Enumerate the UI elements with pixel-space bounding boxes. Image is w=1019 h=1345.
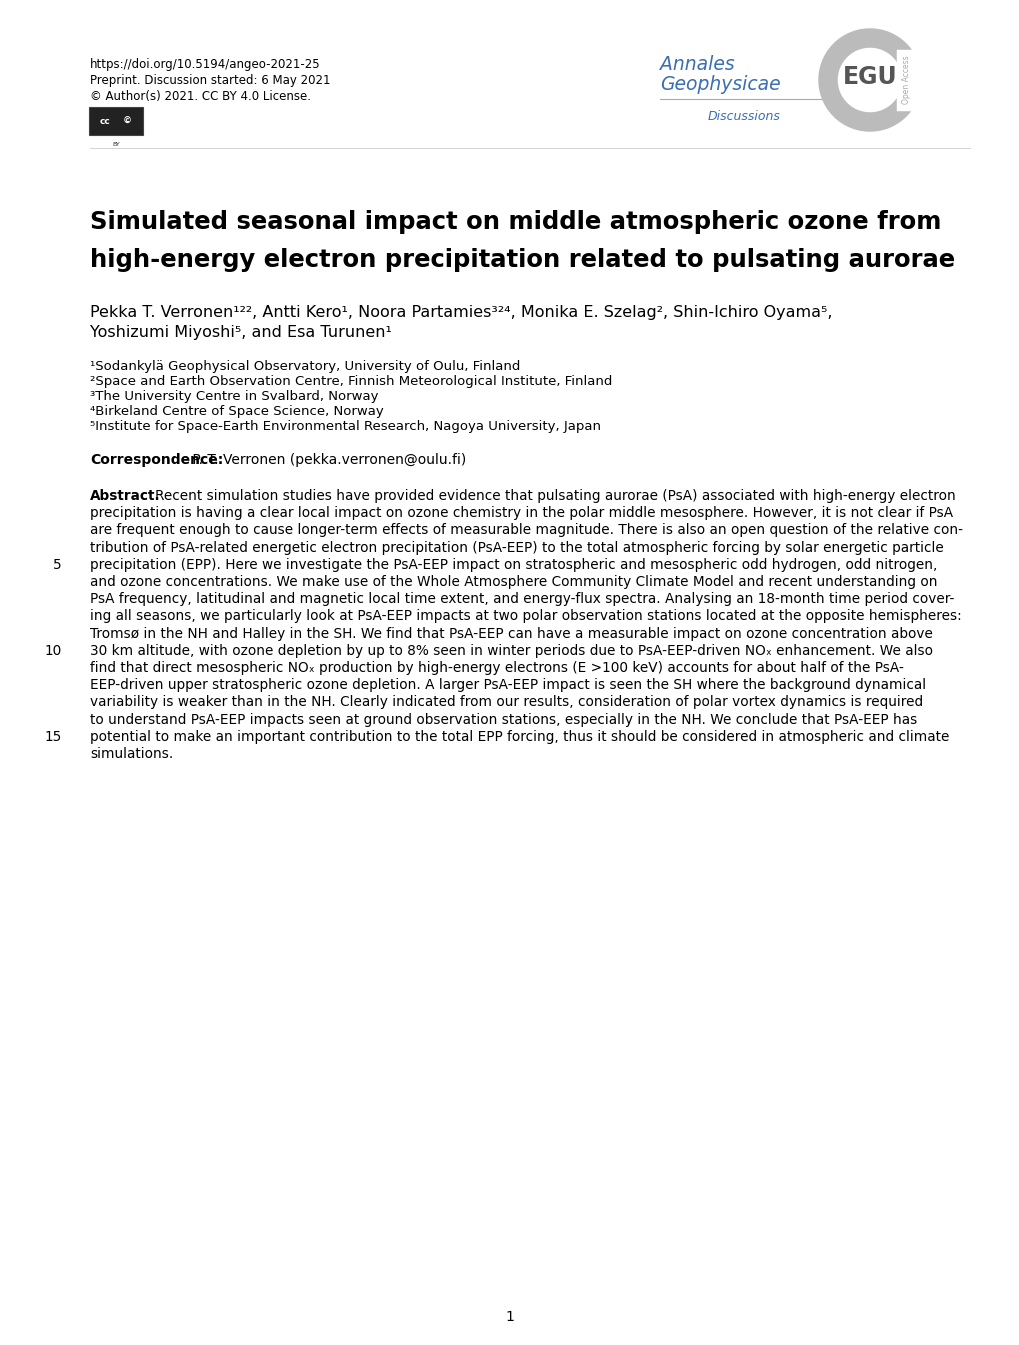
Text: cc: cc <box>99 117 110 125</box>
Text: Abstract.: Abstract. <box>90 490 160 503</box>
Text: ¹Sodankylä Geophysical Observatory, University of Oulu, Finland: ¹Sodankylä Geophysical Observatory, Univ… <box>90 360 520 373</box>
Text: 30 km altitude, with ozone depletion by up to 8% seen in winter periods due to P: 30 km altitude, with ozone depletion by … <box>90 644 932 658</box>
Text: Open Access: Open Access <box>902 55 911 105</box>
Text: Correspondence:: Correspondence: <box>90 453 223 467</box>
Text: Simulated seasonal impact on middle atmospheric ozone from: Simulated seasonal impact on middle atmo… <box>90 210 941 234</box>
Text: Yoshizumi Miyoshi⁵, and Esa Turunen¹: Yoshizumi Miyoshi⁵, and Esa Turunen¹ <box>90 325 391 340</box>
Text: PsA frequency, latitudinal and magnetic local time extent, and energy-flux spect: PsA frequency, latitudinal and magnetic … <box>90 592 954 607</box>
Text: 5: 5 <box>53 558 62 572</box>
Text: https://doi.org/10.5194/angeo-2021-25: https://doi.org/10.5194/angeo-2021-25 <box>90 58 320 71</box>
Text: precipitation (EPP). Here we investigate the PsA-EEP impact on stratospheric and: precipitation (EPP). Here we investigate… <box>90 558 936 572</box>
Text: ing all seasons, we particularly look at PsA-EEP impacts at two polar observatio: ing all seasons, we particularly look at… <box>90 609 961 623</box>
Text: P. T. Verronen (pekka.verronen@oulu.fi): P. T. Verronen (pekka.verronen@oulu.fi) <box>187 453 466 467</box>
Text: potential to make an important contribution to the total EPP forcing, thus it sh: potential to make an important contribut… <box>90 730 949 744</box>
Text: EGU: EGU <box>842 65 897 89</box>
Text: Annales: Annales <box>659 55 734 74</box>
Text: ²Space and Earth Observation Centre, Finnish Meteorological Institute, Finland: ²Space and Earth Observation Centre, Fin… <box>90 375 611 387</box>
Text: ©: © <box>123 117 131 125</box>
Text: 15: 15 <box>45 730 62 744</box>
Text: ³The University Centre in Svalbard, Norway: ³The University Centre in Svalbard, Norw… <box>90 390 378 403</box>
Text: Pekka T. Verronen¹²², Antti Kero¹, Noora Partamies³²⁴, Monika E. Szelag², Shin-I: Pekka T. Verronen¹²², Antti Kero¹, Noora… <box>90 305 832 320</box>
Text: precipitation is having a clear local impact on ozone chemistry in the polar mid: precipitation is having a clear local im… <box>90 506 952 521</box>
Text: and ozone concentrations. We make use of the Whole Atmosphere Community Climate : and ozone concentrations. We make use of… <box>90 576 936 589</box>
Text: Recent simulation studies have provided evidence that pulsating aurorae (PsA) as: Recent simulation studies have provided … <box>155 490 955 503</box>
Text: high-energy electron precipitation related to pulsating aurorae: high-energy electron precipitation relat… <box>90 247 954 272</box>
Text: to understand PsA-EEP impacts seen at ground observation stations, especially in: to understand PsA-EEP impacts seen at gr… <box>90 713 916 726</box>
Text: 1: 1 <box>505 1310 514 1323</box>
Text: variability is weaker than in the NH. Clearly indicated from our results, consid: variability is weaker than in the NH. Cl… <box>90 695 922 709</box>
FancyBboxPatch shape <box>89 108 143 134</box>
Text: simulations.: simulations. <box>90 746 173 761</box>
Text: find that direct mesospheric NOₓ production by high-energy electrons (E >100 keV: find that direct mesospheric NOₓ product… <box>90 660 903 675</box>
Text: Geophysicae: Geophysicae <box>659 75 780 94</box>
Text: 10: 10 <box>45 644 62 658</box>
Text: Preprint. Discussion started: 6 May 2021: Preprint. Discussion started: 6 May 2021 <box>90 74 330 87</box>
Text: are frequent enough to cause longer-term effects of measurable magnitude. There : are frequent enough to cause longer-term… <box>90 523 962 538</box>
Text: ⁵Institute for Space-Earth Environmental Research, Nagoya University, Japan: ⁵Institute for Space-Earth Environmental… <box>90 420 600 433</box>
Text: tribution of PsA-related energetic electron precipitation (PsA-EEP) to the total: tribution of PsA-related energetic elect… <box>90 541 943 554</box>
Text: ⁴Birkeland Centre of Space Science, Norway: ⁴Birkeland Centre of Space Science, Norw… <box>90 405 383 418</box>
Text: EEP-driven upper stratospheric ozone depletion. A larger PsA-EEP impact is seen : EEP-driven upper stratospheric ozone dep… <box>90 678 925 693</box>
Text: Discussions: Discussions <box>707 110 780 122</box>
Text: BY: BY <box>112 143 120 147</box>
Text: © Author(s) 2021. CC BY 4.0 License.: © Author(s) 2021. CC BY 4.0 License. <box>90 90 311 104</box>
Text: Tromsø in the NH and Halley in the SH. We find that PsA-EEP can have a measurabl: Tromsø in the NH and Halley in the SH. W… <box>90 627 932 640</box>
